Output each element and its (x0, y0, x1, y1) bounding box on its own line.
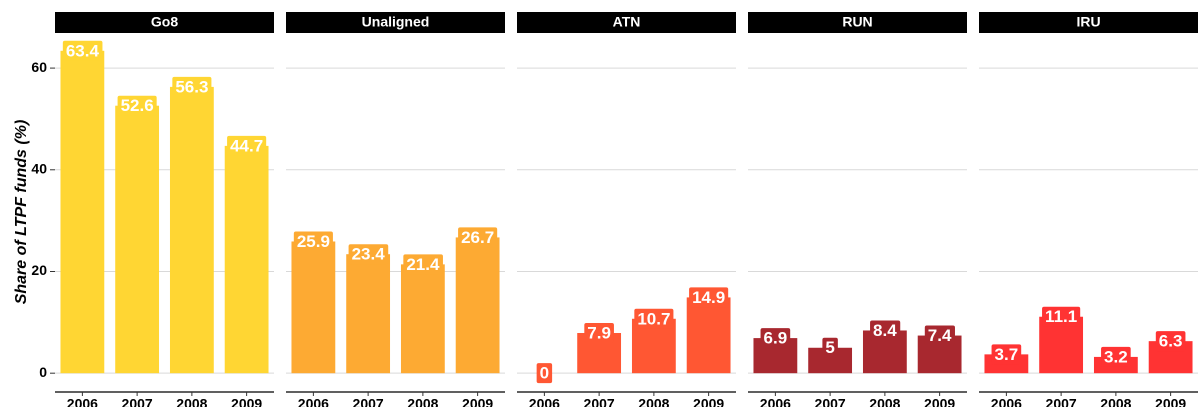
value-label-box (227, 135, 267, 156)
x-tick-label: 2006 (760, 396, 791, 407)
value-label-box (348, 244, 389, 265)
x-tick-label: 2008 (1100, 396, 1131, 407)
x-tick-label: 2009 (231, 396, 262, 407)
bar (224, 145, 269, 374)
x-tick-label: 2008 (407, 396, 438, 407)
bar (115, 105, 160, 374)
facet-title: Go8 (151, 14, 178, 30)
value-label: 26.7 (461, 228, 494, 247)
bar (60, 50, 105, 374)
x-tick-label: 2007 (815, 396, 846, 407)
x-tick-label: 2008 (176, 396, 207, 407)
bar (346, 254, 391, 374)
x-tick-label: 2009 (462, 396, 493, 407)
facet-strip (55, 12, 274, 33)
x-tick-label: 2009 (1155, 396, 1186, 407)
value-label-box (536, 363, 553, 384)
x-tick-label: 2007 (353, 396, 384, 407)
bar (455, 237, 500, 374)
facet-strip (517, 12, 736, 33)
value-label-box (458, 227, 498, 248)
value-label-box (1101, 346, 1131, 367)
value-label: 14.9 (692, 288, 725, 307)
bar (169, 86, 214, 374)
bar (686, 297, 731, 374)
value-label: 56.3 (175, 77, 208, 96)
value-label: 3.7 (995, 345, 1019, 364)
value-label: 3.2 (1104, 347, 1128, 366)
y-tick-label: 0 (39, 364, 47, 380)
x-tick-label: 2006 (298, 396, 329, 407)
value-label-box (62, 40, 103, 61)
x-tick-label: 2008 (638, 396, 669, 407)
facet-title: IRU (1076, 14, 1100, 30)
value-label: 25.9 (297, 232, 330, 251)
x-tick-label: 2007 (1046, 396, 1077, 407)
value-label: 11.1 (1045, 307, 1077, 326)
value-label: 6.3 (1159, 332, 1183, 351)
facet-strip (979, 12, 1198, 33)
y-tick-label: 20 (31, 262, 47, 278)
x-tick-label: 2008 (869, 396, 900, 407)
value-label: 7.4 (928, 326, 952, 345)
value-label-box (689, 287, 729, 308)
x-tick-label: 2007 (584, 396, 615, 407)
bar (400, 264, 445, 374)
value-label-box (117, 95, 157, 116)
x-tick-label: 2006 (67, 396, 98, 407)
value-label-box (1042, 306, 1081, 327)
facet-title: Unaligned (362, 14, 430, 30)
x-tick-label: 2009 (693, 396, 724, 407)
value-label-box (403, 254, 443, 275)
y-tick-label: 60 (31, 59, 47, 75)
y-tick-label: 40 (31, 160, 47, 176)
value-label: 21.4 (406, 255, 440, 274)
value-label: 6.9 (764, 329, 788, 348)
facet-strip (748, 12, 967, 33)
value-label: 10.7 (637, 309, 670, 328)
value-label-box (634, 308, 674, 329)
x-tick-label: 2007 (122, 396, 153, 407)
x-tick-label: 2009 (924, 396, 955, 407)
value-label: 8.4 (873, 321, 897, 340)
facet-title: RUN (842, 14, 872, 30)
value-label-box (293, 231, 333, 252)
bar (291, 241, 336, 374)
value-label: 0 (540, 364, 549, 383)
value-label: 44.7 (230, 136, 263, 155)
value-label-box (870, 320, 901, 341)
value-label-box (1155, 331, 1186, 352)
facet-strip (286, 12, 505, 33)
value-label: 7.9 (587, 323, 611, 342)
value-label-box (584, 323, 614, 344)
x-tick-label: 2006 (991, 396, 1022, 407)
x-tick-label: 2006 (529, 396, 560, 407)
value-label: 52.6 (121, 96, 154, 115)
value-label-box (172, 76, 212, 97)
value-label: 23.4 (352, 245, 386, 264)
value-label-box (822, 337, 838, 358)
value-label: 5 (825, 338, 834, 357)
value-label-box (991, 344, 1022, 365)
y-axis-label: Share of LTPF funds (%) (13, 120, 30, 305)
facet-title: ATN (613, 14, 641, 30)
value-label-box (924, 325, 955, 346)
value-label-box (760, 328, 791, 349)
value-label: 63.4 (66, 41, 100, 60)
